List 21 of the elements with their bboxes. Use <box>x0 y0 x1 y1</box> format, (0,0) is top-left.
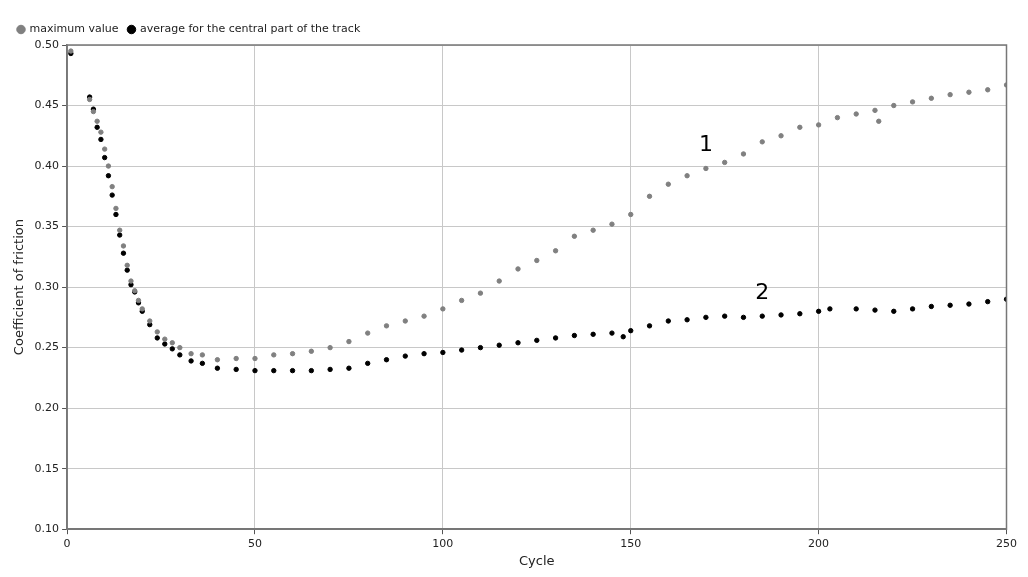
y-tick-label: 0.45 <box>34 98 60 112</box>
y-tick-label: 0.20 <box>34 401 60 415</box>
y-tick-label: 0.10 <box>34 522 60 536</box>
y-tick-label: 0.30 <box>34 279 60 293</box>
y-axis-title: Coefficient of friction <box>11 219 27 356</box>
x-axis-title: Cycle <box>519 552 555 568</box>
y-tick-label: 0.50 <box>34 37 60 51</box>
y-tick-label: 0.25 <box>34 340 60 354</box>
x-tick-label: 250 <box>996 536 1017 550</box>
x-tick-label: 100 <box>432 536 454 550</box>
x-tick-label: 150 <box>620 536 642 550</box>
legend-label: maximum value <box>29 22 119 36</box>
x-tick-label: 0 <box>63 536 71 550</box>
annotation: 2 <box>755 278 770 304</box>
annotation: 1 <box>698 131 713 157</box>
legend-label: average for the central part of the track <box>139 22 361 36</box>
y-tick-label: 0.35 <box>34 219 60 233</box>
y-tick-label: 0.15 <box>34 461 60 475</box>
y-tick-label: 0.40 <box>34 158 60 172</box>
x-tick-label: 200 <box>808 536 830 550</box>
x-tick-label: 50 <box>247 536 262 550</box>
